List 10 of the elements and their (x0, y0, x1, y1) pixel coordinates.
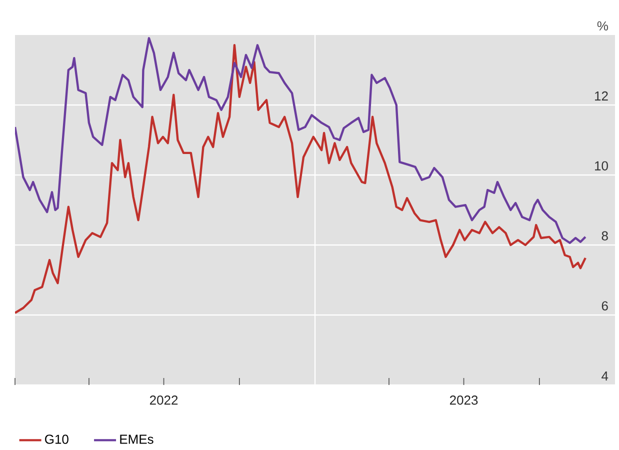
y-tick-label: 8 (602, 231, 608, 240)
x-tick-label: 2022 (150, 396, 178, 405)
x-tick-label: 2023 (450, 396, 478, 405)
y-tick-label: 10 (594, 161, 608, 170)
y-axis-title: % (597, 21, 608, 30)
legend-label: G10 (45, 434, 68, 444)
y-tick-label: 6 (602, 301, 608, 310)
y-tick-label: 12 (594, 91, 608, 100)
legend-label: EMEs (120, 434, 154, 444)
y-tick-label: 4 (602, 372, 608, 380)
